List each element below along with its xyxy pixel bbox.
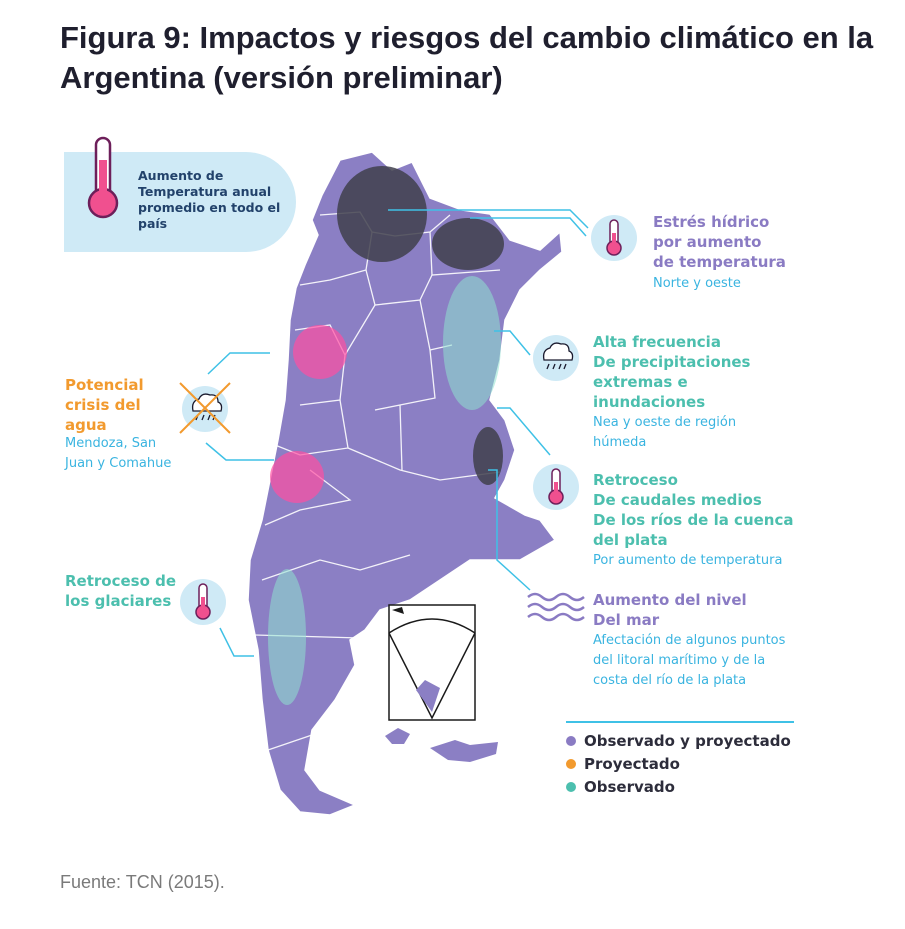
zone-litoral [443,276,501,410]
callout-caudales-subtitle: Por aumento de temperatura [593,553,783,568]
legend-item-observado: Observado [566,778,675,796]
legend-dot [566,782,576,792]
callout-agua-title: Potencial crisis del agua [65,376,144,434]
callout-estres-title: Estrés hídrico por aumento de temperatur… [653,213,786,271]
zone-norte-grande [337,166,427,262]
legend-dot [566,736,576,746]
legend-item-observado-proyectado: Observado y proyectado [566,732,791,750]
thermometer-icon-glaciares [180,579,226,625]
source-note: Fuente: TCN (2015). [60,872,225,892]
legend-divider [566,721,794,723]
tierra-del-fuego [430,740,498,762]
callout-agua-subtitle: Mendoza, San Juan y Comahue [65,436,172,471]
crossed-rain-icon-agua [179,382,231,434]
callout-mar-title: Aumento del nivel Del mar [593,591,747,629]
callout-precip-title: Alta frecuencia De precipitaciones extre… [593,333,751,411]
zone-nea [432,218,504,270]
malvinas [385,728,410,744]
antarctic-inset [388,604,476,721]
thermometer-icon-temperatura [87,136,119,219]
legend-dot [566,759,576,769]
zone-mendoza [293,325,347,379]
page-title: Figura 9: Impactos y riesgos del cambio … [60,20,874,95]
callout-glaciares-title: Retroceso de los glaciares [65,572,177,610]
zone-glaciares [268,569,306,705]
callout-mar-subtitle: Afectación de algunos puntos del litoral… [593,633,786,688]
thermometer-icon-estres [591,215,637,261]
legend-item-proyectado: Proyectado [566,755,680,773]
callout-caudales-title: Retroceso De caudales medios De los ríos… [593,471,794,549]
connector-lines [205,209,589,657]
waves-icon-mar [527,583,585,631]
zone-comahue [270,451,324,503]
thermometer-icon-caudales [533,464,579,510]
callout-estres-subtitle: Norte y oeste [653,276,741,291]
rain-cloud-icon-precip [533,335,579,381]
callout-precip-subtitle: Nea y oeste de región húmeda [593,415,737,450]
zone-rio-de-la-plata [473,427,503,485]
